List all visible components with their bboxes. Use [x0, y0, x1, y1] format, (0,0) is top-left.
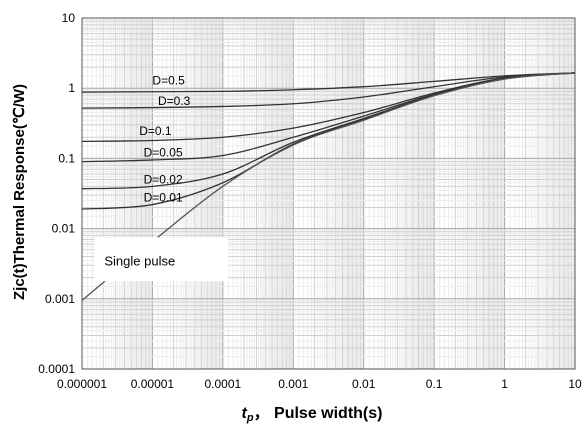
single-pulse-label: Single pulse	[104, 253, 175, 268]
annotations: Single pulse	[94, 237, 229, 282]
series-label-d-0-05: D=0.05	[144, 145, 183, 159]
y-tick-label: 0.0001	[38, 362, 75, 376]
series-labels: D=0.5 D=0.3 D=0.1 D=0.05 D=0.02 D=0.01	[139, 74, 190, 205]
x-tick-label: 0.00001	[131, 377, 175, 391]
x-axis-title-text: ， Pulse width(s)	[254, 405, 383, 422]
single-pulse-label-box	[94, 237, 229, 282]
x-tick-label: 10	[568, 377, 582, 391]
x-tick-label: 0.000001	[57, 377, 107, 391]
y-axis-title: Zjc(t)Thermal Response(℃/W)	[11, 84, 28, 300]
y-tick-label: 0.1	[58, 151, 75, 165]
x-tick-label: 0.1	[426, 377, 443, 391]
series-line-d-0-5	[81, 72, 576, 93]
y-tick-labels: 10 1 0.1 0.01 0.001 0.0001	[38, 11, 75, 376]
series-label-d-0-5: D=0.5	[152, 74, 185, 88]
series-label-d-0-01: D=0.01	[144, 190, 183, 204]
x-axis-var-subscript: p	[246, 412, 254, 424]
x-tick-label: 1	[501, 377, 508, 391]
series-label-d-0-02: D=0.02	[144, 172, 183, 186]
x-axis-title: tp， Pulse width(s)	[242, 405, 383, 424]
plot-area	[81, 17, 576, 370]
series-lines	[81, 72, 576, 301]
x-tick-label: 0.01	[352, 377, 376, 391]
x-tick-label: 0.001	[278, 377, 308, 391]
series-label-d-0-3: D=0.3	[158, 94, 191, 108]
y-tick-label: 0.001	[45, 292, 75, 306]
x-tick-label: 0.0001	[205, 377, 242, 391]
y-tick-label: 0.01	[52, 222, 76, 236]
x-tick-labels: 0.000001 0.00001 0.0001 0.001 0.01 0.1 1 10	[57, 377, 582, 391]
y-tick-label: 10	[62, 11, 76, 25]
series-label-d-0-1: D=0.1	[139, 124, 172, 138]
y-tick-label: 1	[68, 81, 75, 95]
series-line-d-0-3	[81, 72, 576, 109]
x-axis-var: t	[242, 405, 248, 422]
